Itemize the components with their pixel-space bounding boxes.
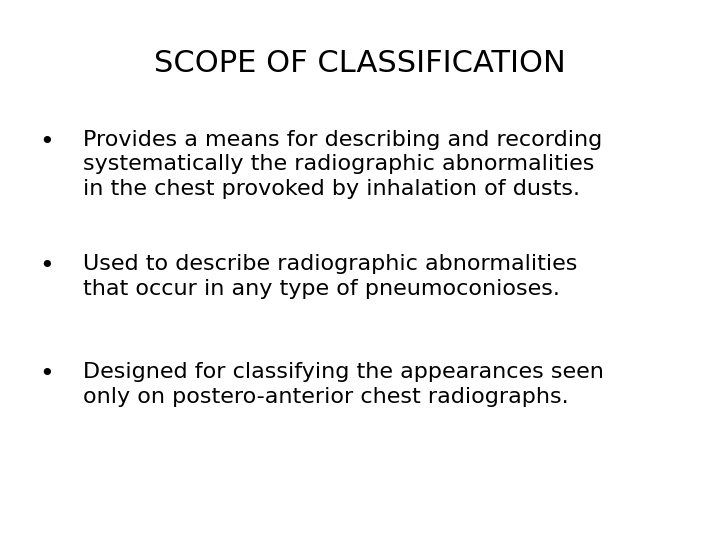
Text: SCOPE OF CLASSIFICATION: SCOPE OF CLASSIFICATION	[154, 49, 566, 78]
Text: •: •	[40, 254, 54, 278]
Text: •: •	[40, 130, 54, 153]
Text: Designed for classifying the appearances seen
only on postero-anterior chest rad: Designed for classifying the appearances…	[83, 362, 603, 407]
Text: Used to describe radiographic abnormalities
that occur in any type of pneumoconi: Used to describe radiographic abnormalit…	[83, 254, 577, 299]
Text: Provides a means for describing and recording
systematically the radiographic ab: Provides a means for describing and reco…	[83, 130, 602, 199]
Text: •: •	[40, 362, 54, 386]
